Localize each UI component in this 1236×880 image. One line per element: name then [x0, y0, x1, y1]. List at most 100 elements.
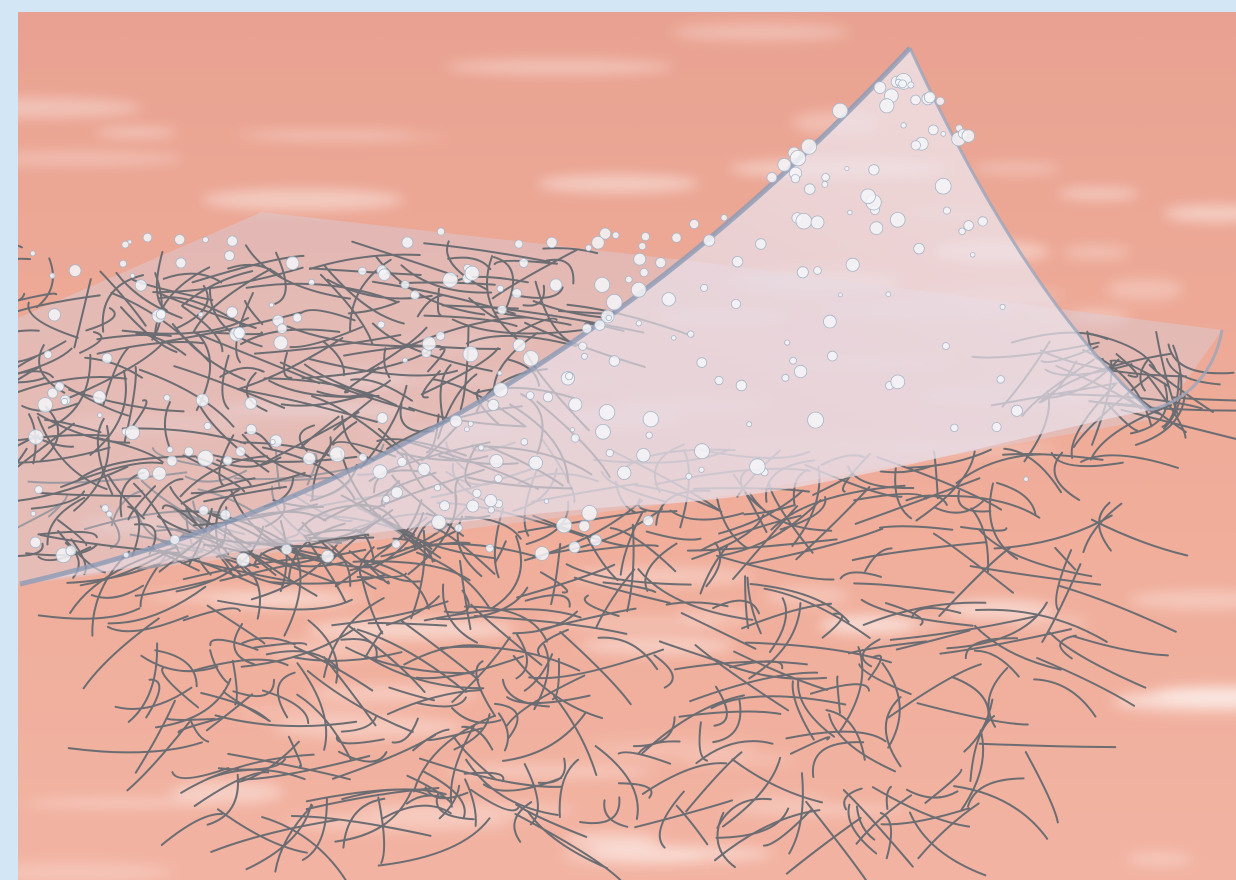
fiber: [617, 751, 672, 765]
bubble: [703, 234, 716, 247]
fiber: [451, 707, 502, 724]
bubble: [845, 257, 860, 272]
bubble: [749, 458, 766, 475]
bubble: [700, 283, 709, 292]
fiber: [306, 670, 414, 733]
fiber: [217, 598, 353, 611]
fiber: [470, 603, 543, 666]
fiber: [274, 448, 281, 490]
fiber: [851, 541, 988, 562]
fiber: [715, 807, 790, 839]
fiber: [790, 736, 831, 755]
bubble: [382, 495, 391, 504]
fiber: [653, 654, 674, 689]
fiber: [1055, 549, 1073, 612]
bubble: [565, 372, 574, 381]
fiber: [340, 715, 378, 733]
fiber: [1050, 452, 1124, 468]
fiber: [858, 663, 912, 696]
fiber: [733, 650, 829, 691]
highlight: [211, 403, 417, 417]
fiber: [155, 251, 168, 312]
highlight: [564, 832, 661, 849]
bubble: [119, 259, 127, 268]
fiber: [305, 787, 440, 811]
fiber: [871, 786, 971, 828]
bubble: [226, 235, 238, 247]
fiber: [110, 489, 144, 527]
fiber: [231, 659, 238, 706]
bubble: [720, 214, 728, 222]
bubble: [605, 448, 614, 458]
fiber: [843, 787, 863, 811]
fiber: [632, 716, 676, 748]
fiber: [528, 648, 665, 680]
bubble: [400, 280, 410, 290]
highlight: [586, 845, 773, 862]
fiber: [456, 515, 483, 578]
bubble: [197, 449, 214, 467]
fiber: [274, 804, 314, 873]
fiber: [290, 815, 432, 837]
fiber: [744, 527, 884, 566]
bubble: [478, 444, 485, 451]
fiber: [465, 334, 577, 347]
fiber: [637, 568, 754, 621]
fiber: [335, 734, 385, 745]
fiber: [160, 813, 223, 846]
fiber: [524, 594, 571, 608]
fiber: [252, 642, 308, 649]
fiber: [182, 454, 246, 493]
fiber: [60, 461, 164, 488]
fiber: [1098, 501, 1112, 552]
bubble: [641, 232, 651, 242]
fiber: [785, 730, 887, 743]
fiber: [451, 636, 511, 703]
fiber: [38, 491, 142, 498]
fiber: [879, 525, 954, 531]
fiber: [438, 784, 461, 820]
fiber: [716, 811, 736, 869]
bubble: [581, 505, 598, 522]
bubble: [589, 534, 602, 547]
fiber: [1147, 374, 1187, 439]
fiber: [233, 623, 255, 666]
fiber: [214, 714, 358, 728]
bubble: [801, 138, 818, 155]
fiber: [1090, 518, 1189, 557]
fiber: [559, 631, 632, 706]
bubble: [1010, 404, 1023, 417]
bubble: [435, 331, 446, 341]
bubble: [202, 236, 209, 244]
bubble: [942, 342, 950, 351]
bubble: [714, 375, 724, 386]
fiber: [712, 599, 760, 615]
highlight: [1113, 690, 1236, 705]
bubble: [685, 472, 693, 480]
fiber: [768, 597, 787, 653]
fiber: [933, 500, 984, 514]
fiber: [356, 628, 467, 693]
fiber: [762, 809, 812, 847]
fiber: [303, 363, 374, 398]
fiber: [978, 528, 1093, 578]
bubble: [885, 291, 892, 298]
fiber: [219, 366, 265, 378]
fiber: [77, 455, 197, 481]
bubble: [390, 486, 403, 499]
fiber: [854, 477, 981, 525]
bubble: [464, 265, 480, 281]
fiber: [18, 422, 75, 468]
fiber: [401, 316, 530, 350]
fiber: [537, 628, 569, 656]
bubble: [549, 278, 563, 292]
fiber: [1036, 657, 1136, 707]
bubble: [645, 431, 653, 439]
fiber: [675, 804, 709, 846]
fiber: [209, 649, 230, 685]
bubble: [837, 292, 843, 298]
bubble: [183, 446, 194, 457]
highlight: [1062, 245, 1131, 260]
fiber: [391, 717, 419, 744]
fiber: [932, 532, 1014, 594]
